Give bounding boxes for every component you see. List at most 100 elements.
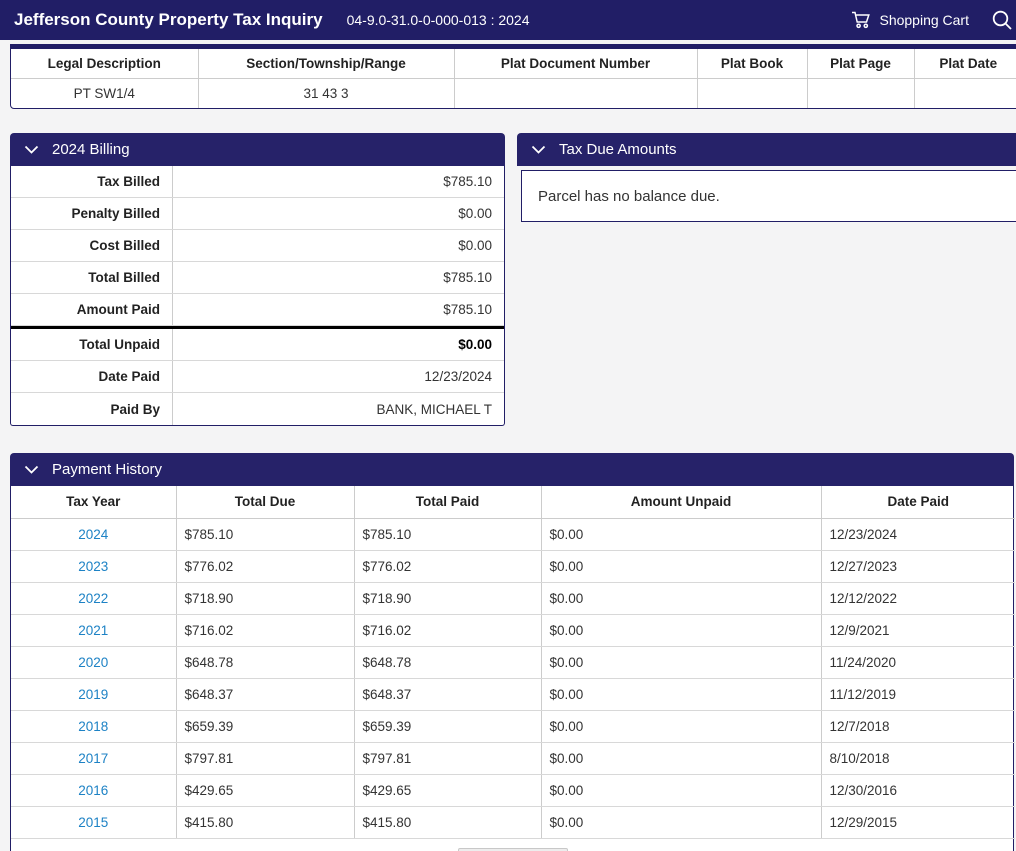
page: Jefferson County Property Tax Inquiry 04… (0, 0, 1016, 851)
tax-year-cell: 2020 (11, 646, 176, 678)
column-header: Plat Date (914, 49, 1016, 78)
table-cell: $429.65 (354, 774, 541, 806)
column-header: Section/Township/Range (198, 49, 454, 78)
table-cell: $0.00 (541, 582, 821, 614)
tax-year-link[interactable]: 2023 (78, 559, 108, 574)
table-cell: $797.81 (176, 742, 354, 774)
payment-history-panel-title: Payment History (52, 461, 162, 478)
column-header: Plat Book (697, 49, 807, 78)
tax-year-cell: 2022 (11, 582, 176, 614)
billing-table: Tax Billed$785.10Penalty Billed$0.00Cost… (10, 166, 505, 426)
billing-row-value: $0.00 (173, 198, 504, 229)
billing-row: Total Unpaid$0.00 (11, 329, 504, 361)
table-cell: $415.80 (354, 806, 541, 838)
payment-history-panel-header[interactable]: Payment History (10, 453, 1014, 486)
table-row: 2017$797.81$797.81$0.008/10/2018 (11, 742, 1015, 774)
tax-year-link[interactable]: 2019 (78, 687, 108, 702)
tax-due-panel-title: Tax Due Amounts (559, 141, 677, 158)
tax-due-message: Parcel has no balance due. (538, 188, 720, 205)
column-header: Plat Document Number (454, 49, 697, 78)
billing-panel-title: 2024 Billing (52, 141, 130, 158)
tax-year-cell: 2021 (11, 614, 176, 646)
table-cell: 12/30/2016 (821, 774, 1015, 806)
table-cell: $718.90 (354, 582, 541, 614)
billing-panel-header[interactable]: 2024 Billing (10, 133, 505, 166)
tax-year-link[interactable]: 2017 (78, 751, 108, 766)
legal-table-header-row: Legal DescriptionSection/Township/RangeP… (11, 49, 1016, 78)
table-row: 2024$785.10$785.10$0.0012/23/2024 (11, 518, 1015, 550)
tax-year-cell: 2017 (11, 742, 176, 774)
billing-row-label: Cost Billed (11, 230, 173, 261)
table-cell: $785.10 (354, 518, 541, 550)
payment-history-header-row: Tax YearTotal DueTotal PaidAmount Unpaid… (11, 486, 1015, 518)
table-row: 2015$415.80$415.80$0.0012/29/2015 (11, 806, 1015, 838)
table-cell: $716.02 (354, 614, 541, 646)
table-row: 2022$718.90$718.90$0.0012/12/2022 (11, 582, 1015, 614)
table-cell: $648.78 (354, 646, 541, 678)
billing-row-label: Paid By (11, 393, 173, 425)
billing-row: Paid ByBANK, MICHAEL T (11, 393, 504, 425)
billing-row-value: $785.10 (173, 294, 504, 325)
table-cell (807, 78, 914, 108)
billing-row: Cost Billed$0.00 (11, 230, 504, 262)
billing-row-value: $785.10 (173, 166, 504, 197)
table-cell: $648.78 (176, 646, 354, 678)
table-cell: $648.37 (354, 678, 541, 710)
table-cell: $776.02 (354, 550, 541, 582)
tax-year-link[interactable]: 2018 (78, 719, 108, 734)
shopping-cart-icon (851, 10, 872, 30)
billing-row-value: $785.10 (173, 262, 504, 293)
billing-row: Amount Paid$785.10 (11, 294, 504, 326)
tax-due-panel-header[interactable]: Tax Due Amounts (517, 133, 1016, 166)
page-title: Jefferson County Property Tax Inquiry (14, 10, 323, 30)
tax-year-link[interactable]: 2021 (78, 623, 108, 638)
table-cell: 8/10/2018 (821, 742, 1015, 774)
tax-year-link[interactable]: 2020 (78, 655, 108, 670)
table-cell: $415.80 (176, 806, 354, 838)
shopping-cart-button[interactable]: Shopping Cart (851, 10, 969, 30)
table-cell (454, 78, 697, 108)
table-cell: 11/12/2019 (821, 678, 1015, 710)
billing-row: Tax Billed$785.10 (11, 166, 504, 198)
tax-year-cell: 2016 (11, 774, 176, 806)
payment-history-panel: Payment History Tax YearTotal DueTotal P… (10, 453, 1014, 851)
table-cell: $0.00 (541, 646, 821, 678)
table-cell: PT SW1/4 (11, 78, 198, 108)
table-cell: $659.39 (176, 710, 354, 742)
search-icon[interactable] (991, 9, 1013, 31)
tax-year-link[interactable]: 2016 (78, 783, 108, 798)
chevron-down-icon (24, 141, 39, 159)
tax-year-link[interactable]: 2015 (78, 815, 108, 830)
table-cell: $0.00 (541, 806, 821, 838)
column-header: Plat Page (807, 49, 914, 78)
tax-year-link[interactable]: 2024 (78, 527, 108, 542)
table-cell: 12/9/2021 (821, 614, 1015, 646)
billing-row-value: $0.00 (173, 230, 504, 261)
app-header: Jefferson County Property Tax Inquiry 04… (0, 0, 1016, 40)
table-row: 2016$429.65$429.65$0.0012/30/2016 (11, 774, 1015, 806)
table-cell: $0.00 (541, 518, 821, 550)
billing-row-label: Penalty Billed (11, 198, 173, 229)
table-cell: 12/23/2024 (821, 518, 1015, 550)
billing-panel: 2024 Billing Tax Billed$785.10Penalty Bi… (10, 133, 505, 426)
billing-row-label: Total Billed (11, 262, 173, 293)
billing-row-label: Total Unpaid (11, 329, 173, 360)
table-cell: $0.00 (541, 742, 821, 774)
tax-year-cell: 2023 (11, 550, 176, 582)
tax-year-cell: 2015 (11, 806, 176, 838)
billing-row-value: 12/23/2024 (173, 361, 504, 392)
column-header: Date Paid (821, 486, 1015, 518)
table-row: 2023$776.02$776.02$0.0012/27/2023 (11, 550, 1015, 582)
tax-year-link[interactable]: 2022 (78, 591, 108, 606)
table-cell: 12/7/2018 (821, 710, 1015, 742)
column-header: Total Due (176, 486, 354, 518)
table-cell: 12/12/2022 (821, 582, 1015, 614)
tax-year-cell: 2019 (11, 678, 176, 710)
table-row: 2018$659.39$659.39$0.0012/7/2018 (11, 710, 1015, 742)
shopping-cart-label: Shopping Cart (879, 12, 969, 28)
billing-row: Total Billed$785.10 (11, 262, 504, 294)
table-cell: $776.02 (176, 550, 354, 582)
tax-year-cell: 2018 (11, 710, 176, 742)
table-cell: $0.00 (541, 710, 821, 742)
table-row: 2019$648.37$648.37$0.0011/12/2019 (11, 678, 1015, 710)
